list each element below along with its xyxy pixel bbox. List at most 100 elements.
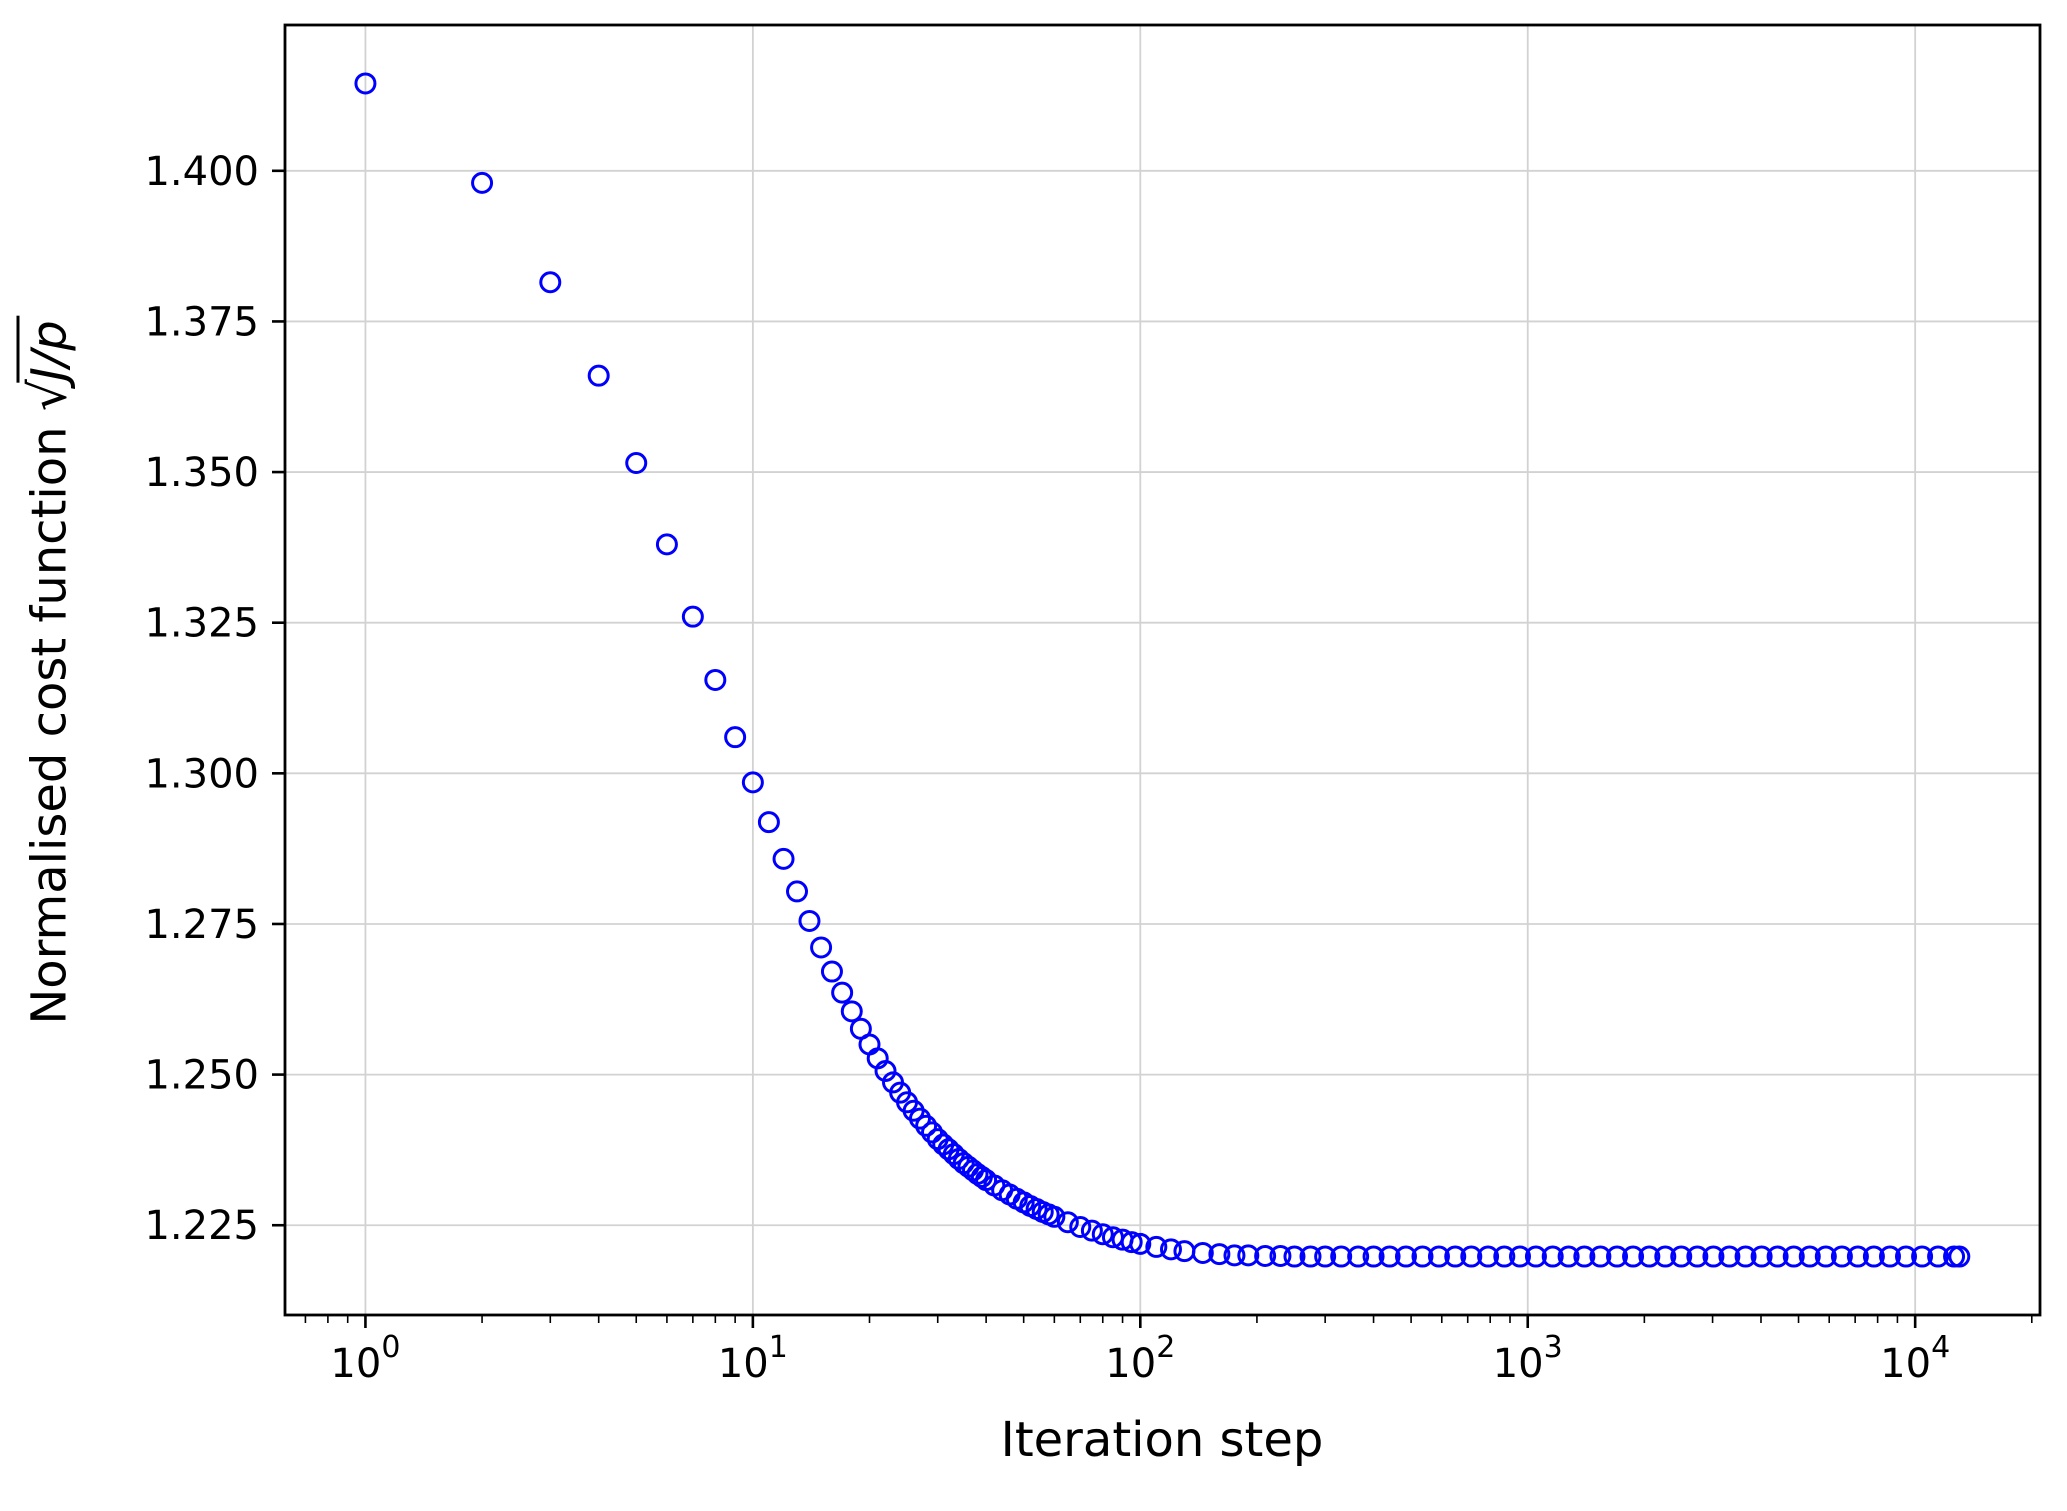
data-point xyxy=(1948,1245,1971,1268)
data-point xyxy=(1814,1245,1837,1268)
data-point xyxy=(1056,1211,1079,1234)
data-point xyxy=(1129,1232,1152,1255)
scatter-series xyxy=(354,72,1971,1268)
data-point xyxy=(1330,1245,1353,1268)
x-tick-label: 103 xyxy=(1493,1330,1563,1387)
data-point xyxy=(741,771,764,794)
data-point xyxy=(1394,1245,1417,1268)
y-tick-label: 1.325 xyxy=(144,601,259,647)
data-point xyxy=(1589,1245,1612,1268)
data-point xyxy=(831,981,854,1004)
data-point xyxy=(1750,1245,1773,1268)
y-tick-label: 1.350 xyxy=(144,450,259,496)
data-point xyxy=(681,605,704,628)
data-point xyxy=(1159,1238,1182,1261)
data-point xyxy=(1427,1245,1450,1268)
data-point xyxy=(1638,1245,1661,1268)
data-point xyxy=(915,1114,938,1137)
y-tick-label: 1.300 xyxy=(144,751,259,797)
y-tick-label: 1.250 xyxy=(144,1053,259,1099)
x-tick-label: 101 xyxy=(718,1330,788,1387)
data-point xyxy=(757,811,780,834)
data-point xyxy=(1378,1245,1401,1268)
data-point xyxy=(874,1059,897,1082)
data-point xyxy=(1734,1245,1757,1268)
data-point xyxy=(1686,1245,1709,1268)
data-point xyxy=(1069,1216,1092,1239)
gridlines xyxy=(285,25,2040,1315)
data-point xyxy=(1237,1244,1260,1267)
data-point xyxy=(908,1107,931,1130)
data-point xyxy=(1622,1245,1645,1268)
tick-labels: 1.225 1.250 1.275 1.300 1.325 1.350 1.375 1.400… xyxy=(144,149,1950,1387)
data-point xyxy=(1702,1245,1725,1268)
minor-tick-marks xyxy=(304,1315,2033,1323)
data-point xyxy=(1862,1245,1885,1268)
data-point xyxy=(1460,1245,1483,1268)
data-point xyxy=(704,668,727,691)
data-point xyxy=(1911,1245,1934,1268)
data-point xyxy=(1173,1240,1196,1263)
sqrt-symbol: √ xyxy=(18,379,78,412)
data-point xyxy=(1208,1243,1231,1266)
data-point xyxy=(1654,1245,1677,1268)
data-point xyxy=(1830,1245,1853,1268)
data-point xyxy=(1718,1245,1741,1268)
x-tick-label: 104 xyxy=(1880,1330,1950,1387)
data-point xyxy=(1362,1245,1385,1268)
data-point xyxy=(1080,1219,1103,1242)
data-point xyxy=(1508,1245,1531,1268)
data-point xyxy=(1145,1235,1168,1258)
data-point xyxy=(820,960,843,983)
y-tick-label: 1.400 xyxy=(144,149,259,195)
data-point xyxy=(1444,1245,1467,1268)
data-point xyxy=(1766,1245,1789,1268)
y-tick-label: 1.225 xyxy=(144,1203,259,1249)
x-tick-label: 100 xyxy=(330,1330,400,1387)
data-point xyxy=(1043,1205,1066,1228)
data-point xyxy=(772,847,795,870)
data-point xyxy=(1254,1244,1277,1267)
data-point xyxy=(1894,1245,1917,1268)
y-tick-label: 1.375 xyxy=(144,299,259,345)
y-axis-title: Normalised cost function √J/p xyxy=(16,315,78,1025)
data-point xyxy=(798,909,821,932)
y-axis-title-text: Normalised cost function xyxy=(21,411,78,1025)
data-point xyxy=(1269,1244,1292,1267)
y-axis-title-radicand: J/p xyxy=(16,315,78,384)
data-point xyxy=(1557,1245,1580,1268)
data-point xyxy=(1541,1245,1564,1268)
data-point xyxy=(1299,1245,1322,1268)
data-point xyxy=(1191,1241,1214,1264)
data-point xyxy=(1283,1245,1306,1268)
data-point xyxy=(786,880,809,903)
data-point xyxy=(1477,1245,1500,1268)
data-point xyxy=(1670,1245,1693,1268)
data-point xyxy=(840,1000,863,1023)
data-point xyxy=(724,726,747,749)
data-point xyxy=(1573,1245,1596,1268)
data-point xyxy=(1223,1244,1246,1267)
data-point xyxy=(810,936,833,959)
data-point xyxy=(1927,1245,1950,1268)
data-point xyxy=(921,1121,944,1144)
data-point xyxy=(1782,1245,1805,1268)
x-tick-label: 102 xyxy=(1105,1330,1175,1387)
data-point xyxy=(1846,1245,1869,1268)
data-point xyxy=(625,452,648,475)
data-point xyxy=(539,271,562,294)
data-point xyxy=(1411,1245,1434,1268)
data-point xyxy=(655,533,678,556)
data-point xyxy=(1524,1245,1547,1268)
data-point xyxy=(587,364,610,387)
data-point xyxy=(1493,1245,1516,1268)
data-point xyxy=(1120,1231,1143,1254)
x-axis-title: Iteration step xyxy=(1000,1412,1324,1468)
data-point xyxy=(1798,1245,1821,1268)
data-point xyxy=(1347,1245,1370,1268)
data-point xyxy=(471,171,494,194)
y-tick-label: 1.275 xyxy=(144,902,259,948)
data-point xyxy=(1314,1245,1337,1268)
